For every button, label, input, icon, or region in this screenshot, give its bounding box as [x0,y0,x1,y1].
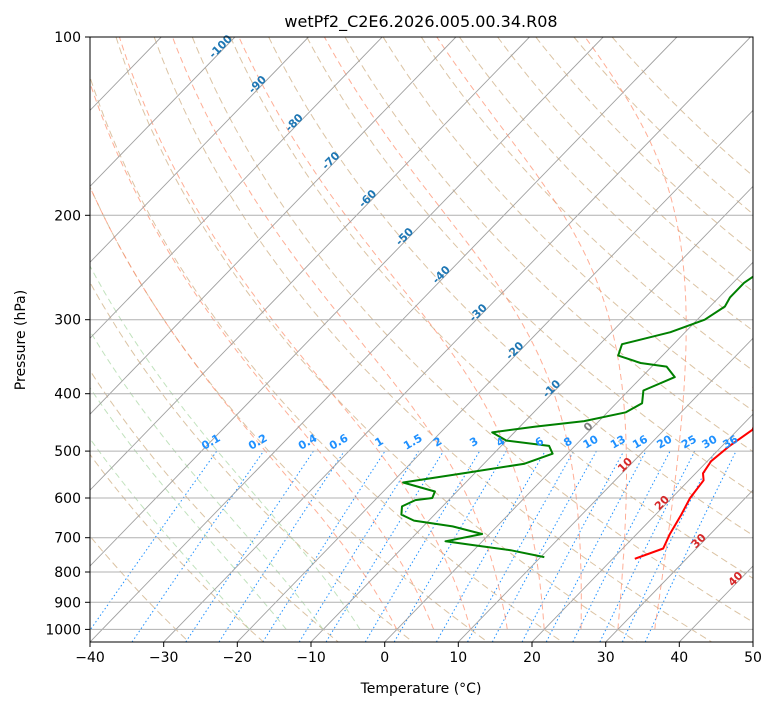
isotherm-line [457,337,753,642]
x-tick-label: 0 [380,650,389,666]
mixing-ratio-line [262,450,386,642]
plot-frame [89,36,754,643]
isotherm-lines [90,37,753,642]
series-line [400,275,753,559]
dry-adiabat [90,75,563,642]
y-tick-label: 500 [54,444,81,460]
moist-adiabat [90,265,361,630]
dry-adiabat [268,37,753,536]
mixing-ratio-line [185,450,314,642]
x-tick-label: −20 [223,650,253,666]
isotherm-line [605,489,753,642]
y-tick-label: 700 [54,531,81,547]
y-tick-label: 900 [54,595,81,611]
isotherm-line [163,37,751,642]
isotherm-line [90,37,457,415]
moist-adiabat [323,37,582,630]
y-tick-label: 600 [54,491,81,507]
moist-adiabat [238,37,545,630]
y-tick-label: 300 [54,313,81,329]
x-axis: −40 −30 −20 −10 0 10 20 30 40 50 [75,642,762,666]
dry-adiabat [420,37,753,372]
pressure-grid-lines [90,37,753,630]
series-line [634,385,753,560]
moist-adiabat [90,330,324,630]
x-tick-label: 30 [597,650,615,666]
mixing-ratio-line [90,450,218,632]
isotherm-line [90,37,604,567]
mixing-ratio-line [572,450,671,642]
dry-adiabat [230,37,753,579]
x-tick-label: −10 [296,650,326,666]
mixing-ratio-line [131,450,265,642]
y-tick-label: 1000 [45,622,81,638]
moist-adiabat [90,81,435,630]
mixing-ratio-line [325,450,444,642]
isotherm-line [531,413,753,642]
x-tick-label: −30 [149,650,179,666]
moist-adiabat [90,185,398,630]
y-tick-label: 800 [54,565,81,581]
y-tick-label: 400 [54,387,81,403]
moist-adiabat [172,37,508,630]
dry-adiabat [573,37,753,215]
dry-adiabat [115,37,638,642]
dry-adiabat [191,37,753,623]
moist-adiabat [436,37,627,630]
y-tick-label: 100 [54,30,81,46]
moist-adiabat-lines [90,37,687,630]
y-axis-title: Pressure (hPa) [13,290,29,390]
chart-title: wetPf2_C2E6.2026.005.00.34.R08 [284,12,557,32]
x-axis-title: Temperature (°C) [360,681,482,697]
moist-adiabat [118,37,471,630]
x-tick-label: 40 [670,650,688,666]
x-tick-label: −40 [75,650,105,666]
dry-adiabat [90,453,264,642]
isotherm-line [90,37,678,642]
mixing-ratio-lines [90,450,737,642]
x-tick-label: 20 [523,650,541,666]
isotherm-line [90,37,383,339]
isotherm-line [90,37,236,188]
isotherm-line [90,37,530,491]
isotherm-line [236,109,753,642]
mixing-ratio-line [599,450,696,642]
dry-adiabat [90,535,190,642]
x-tick-label: 10 [449,650,467,666]
series-lines [400,275,753,560]
mixing-ratio-line [521,450,625,642]
dry-adiabat [306,37,753,494]
moist-adiabat [90,437,250,630]
moist-adiabat [90,386,287,630]
dry-adiabat [382,37,753,412]
x-tick-label: 50 [744,650,762,666]
isotherm-line [90,37,309,263]
isotherm-line [384,261,753,642]
isotherm-line [310,185,753,642]
y-tick-label: 200 [54,208,81,224]
mixing-ratio-line [467,450,575,642]
y-axis: 100 200 300 400 500 600 700 800 900 1000 [45,30,90,638]
moist-adiabat [584,37,687,630]
dry-adiabat [535,37,753,254]
dry-adiabat [153,37,712,642]
mixing-ratio-line [218,450,345,642]
